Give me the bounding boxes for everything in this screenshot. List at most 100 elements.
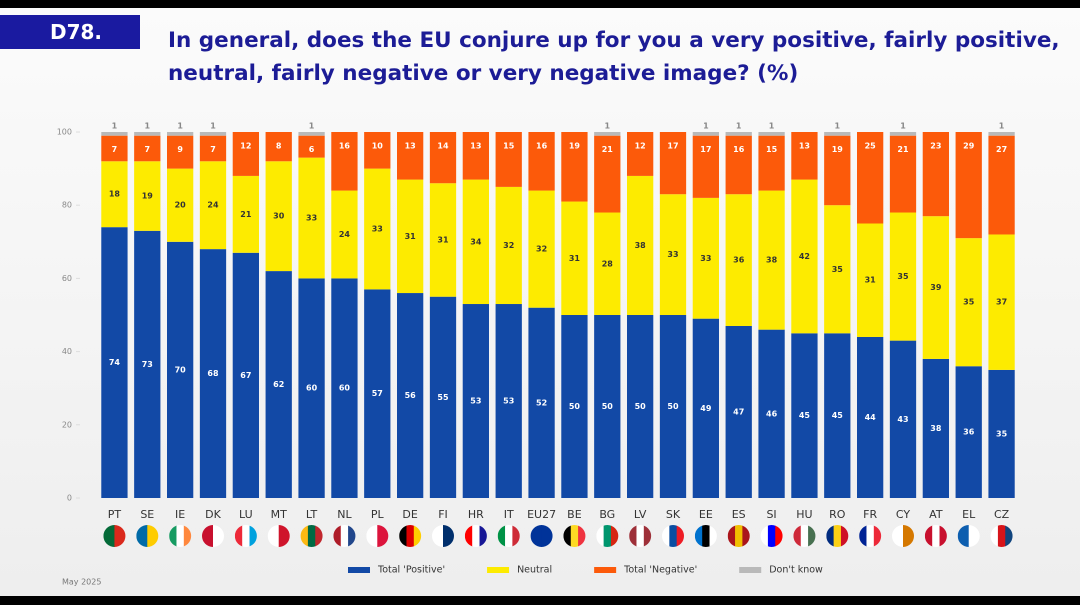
flag-band <box>873 525 882 547</box>
flag-band <box>176 525 185 547</box>
value-label: 1 <box>210 122 216 131</box>
flag-band <box>760 525 769 547</box>
bar-segment <box>659 315 687 498</box>
bar-segment <box>495 132 522 187</box>
flag-band <box>866 525 875 547</box>
bar-segment <box>955 238 982 367</box>
value-label: 36 <box>733 256 745 265</box>
bar-segment <box>167 132 194 136</box>
value-label: 50 <box>667 402 679 411</box>
value-label: 37 <box>996 298 1007 307</box>
value-label: 50 <box>569 402 581 411</box>
bar-segment <box>528 132 555 191</box>
x-tick-label: DK <box>205 508 221 521</box>
y-tick-label: 80 <box>62 201 72 210</box>
value-label: 1 <box>736 122 742 131</box>
bar-segment <box>364 168 391 290</box>
flag <box>464 525 487 547</box>
bar-segment <box>725 325 752 498</box>
bar-segment <box>955 132 982 239</box>
value-label: 60 <box>339 384 351 393</box>
value-label: 62 <box>273 380 284 389</box>
value-label: 19 <box>569 142 581 151</box>
bar-segment <box>857 223 884 337</box>
bar-segment <box>988 369 1015 498</box>
bar-segment <box>692 197 719 319</box>
bar-segment <box>561 201 588 315</box>
flag-band <box>234 525 243 547</box>
legend-swatch <box>487 567 510 573</box>
flag <box>826 525 849 547</box>
bar-segment <box>265 271 292 498</box>
value-label: 18 <box>109 190 121 199</box>
flag-band <box>775 525 783 547</box>
bar-segment <box>725 132 752 136</box>
bar-segment <box>561 132 588 202</box>
x-tick-label: CZ <box>994 508 1010 521</box>
flag-band <box>968 525 980 547</box>
bar-segment <box>429 183 457 297</box>
flag <box>563 525 586 547</box>
flag-band <box>300 525 309 547</box>
flag-band <box>662 525 670 547</box>
flag-band <box>563 525 572 547</box>
value-label: 1 <box>999 122 1005 131</box>
bar-segment <box>331 190 358 279</box>
value-label: 44 <box>865 413 877 422</box>
flag <box>859 525 882 547</box>
flag-band <box>793 525 802 547</box>
value-label: 46 <box>766 409 778 418</box>
bar-segment <box>627 175 654 315</box>
value-label: 56 <box>405 391 417 400</box>
flag-band <box>570 525 579 547</box>
x-tick-label: EE <box>699 508 713 521</box>
bar-segment <box>627 132 654 176</box>
flag-band <box>512 525 520 547</box>
bar-segment <box>199 135 227 162</box>
flag-band <box>505 525 513 547</box>
bar-segment <box>364 289 391 498</box>
value-label: 33 <box>700 254 711 263</box>
value-label: 24 <box>207 201 219 210</box>
value-label: 57 <box>372 389 383 398</box>
value-label: 15 <box>503 142 515 151</box>
flag-band <box>643 525 652 547</box>
value-label: 16 <box>536 142 548 151</box>
bar-segment <box>758 135 785 191</box>
flag <box>530 525 553 547</box>
value-label: 60 <box>306 384 318 393</box>
bar-segment <box>659 132 687 195</box>
x-tick-label: IT <box>504 508 514 521</box>
value-label: 13 <box>799 142 810 151</box>
flag-band <box>443 525 454 547</box>
bar-segment <box>265 161 292 272</box>
bar-segment <box>889 132 917 136</box>
flag-band <box>727 525 736 547</box>
value-label: 34 <box>470 237 482 246</box>
bar-segment <box>594 135 621 213</box>
flag-band <box>903 525 914 547</box>
x-tick-label: AT <box>929 508 943 521</box>
bar-segment <box>429 132 457 184</box>
x-tick-label: BE <box>567 508 582 521</box>
flag <box>169 525 192 547</box>
x-tick-label: EL <box>962 508 976 521</box>
x-tick-label: IE <box>175 508 185 521</box>
value-label: 29 <box>963 142 975 151</box>
bar-segment <box>627 315 654 498</box>
value-label: 31 <box>865 276 877 285</box>
y-tick-label: 60 <box>62 274 72 283</box>
x-tick-label: LU <box>239 508 253 521</box>
value-label: 14 <box>437 142 449 151</box>
flag-band <box>242 525 251 547</box>
bar-segment <box>364 132 391 169</box>
value-label: 68 <box>207 369 219 378</box>
figure-label: D78. <box>0 15 140 49</box>
legend-label: Neutral <box>517 565 552 576</box>
value-label: 1 <box>144 122 150 131</box>
value-label: 17 <box>667 142 678 151</box>
legend-swatch <box>594 567 617 573</box>
flag <box>760 525 783 547</box>
flag <box>333 525 356 547</box>
value-label: 13 <box>470 142 481 151</box>
